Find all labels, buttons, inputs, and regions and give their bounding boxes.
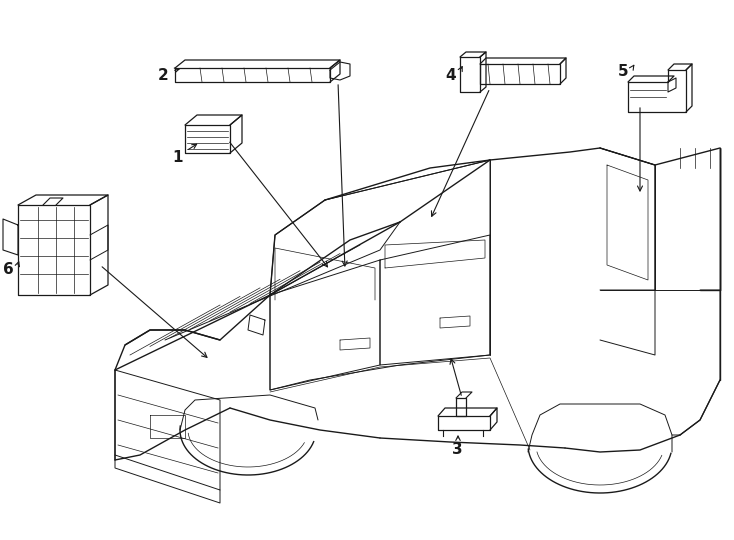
Text: 2: 2 [158, 68, 168, 83]
Text: 1: 1 [172, 150, 184, 165]
Text: 5: 5 [618, 64, 628, 79]
Text: 4: 4 [446, 68, 457, 83]
Text: 3: 3 [451, 442, 462, 457]
Text: 6: 6 [3, 262, 13, 278]
